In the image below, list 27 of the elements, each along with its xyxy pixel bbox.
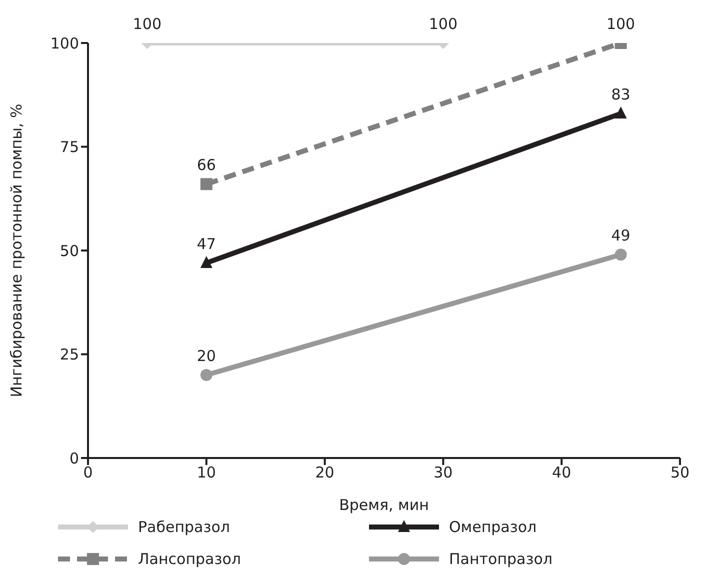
y-tick-label: 50 xyxy=(60,242,79,260)
point xyxy=(614,248,627,261)
y-tick-label: 75 xyxy=(60,138,79,156)
x-axis-title: Время, мин xyxy=(339,496,429,514)
legend-label: Пантопразол xyxy=(449,550,552,568)
data-label: 100 xyxy=(428,15,458,33)
data-label: 66 xyxy=(196,156,216,174)
y-tick-label: 100 xyxy=(50,34,79,52)
data-label: 47 xyxy=(196,234,216,253)
x-tick-label: 20 xyxy=(315,464,334,482)
y-axis-title: Ингибирование протонной помпы, % xyxy=(7,104,26,398)
data-label: 100 xyxy=(606,15,636,33)
x-tick-label: 0 xyxy=(83,464,93,482)
y-tick-label: 25 xyxy=(60,346,79,364)
y-tick-label: 0 xyxy=(69,449,79,468)
point xyxy=(200,178,212,190)
data-label: 20 xyxy=(196,347,216,365)
x-tick-label: 10 xyxy=(196,464,216,482)
data-label: 100 xyxy=(132,15,162,33)
x-tick-label: 50 xyxy=(670,464,690,482)
legend-label: Омепразол xyxy=(449,518,537,536)
x-tick-label: 40 xyxy=(552,464,572,482)
data-label: 49 xyxy=(611,226,630,245)
legend-label: Лансопразол xyxy=(138,550,241,568)
data-label: 83 xyxy=(611,86,630,104)
legend-label: Рабепразол xyxy=(138,518,230,536)
x-tick-label: 30 xyxy=(434,464,453,482)
